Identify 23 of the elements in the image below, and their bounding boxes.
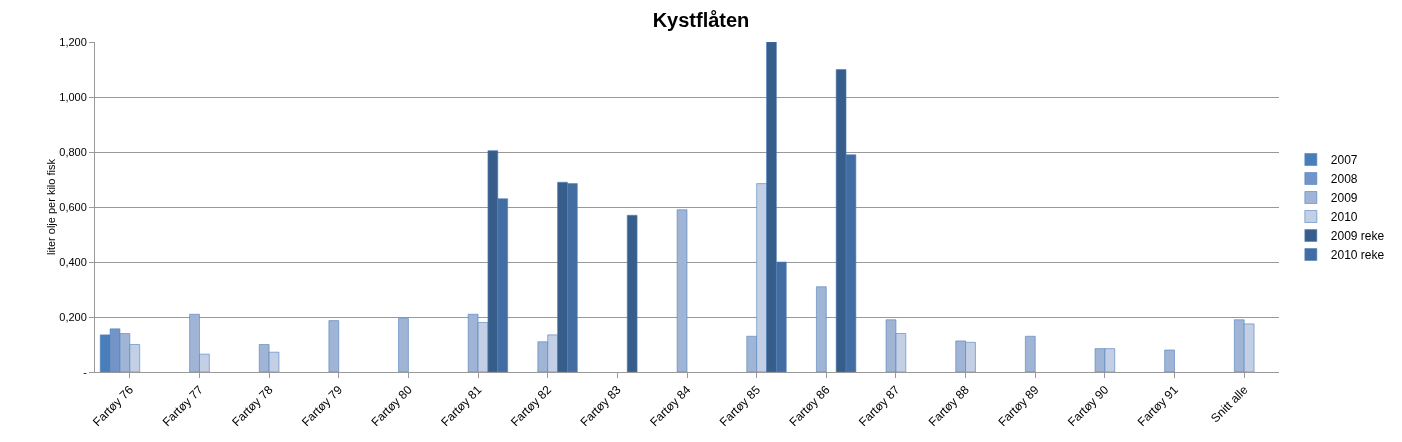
legend-label: 2008 — [1330, 172, 1358, 187]
bar — [398, 318, 409, 372]
legend-label: 2010 — [1330, 210, 1358, 225]
legend-label: 2009 reke — [1330, 229, 1385, 244]
y-axis-title: liter olje per kilo fisk — [45, 158, 58, 255]
y-tick-label: 1,000 — [59, 90, 87, 103]
y-tick-label: 0,400 — [59, 255, 87, 268]
bar — [328, 320, 340, 372]
bar — [626, 214, 638, 372]
chart-title: Kystflåten — [652, 9, 750, 32]
y-tick-label: 1,200 — [59, 35, 87, 48]
legend-label: 2010 reke — [1330, 248, 1385, 263]
y-tick-label: 0,600 — [59, 200, 87, 213]
y-tick-label: 0,800 — [59, 145, 87, 158]
legend-label: 2009 — [1330, 191, 1358, 206]
bar — [1164, 349, 1175, 372]
bar — [816, 286, 827, 372]
y-tick-label: - — [83, 365, 88, 378]
bar — [1025, 335, 1036, 372]
bar — [676, 209, 688, 372]
legend-label: 2007 — [1330, 153, 1358, 168]
y-tick-label: 0,200 — [59, 310, 87, 323]
x-tick-label: Snitt alle — [1208, 382, 1251, 426]
